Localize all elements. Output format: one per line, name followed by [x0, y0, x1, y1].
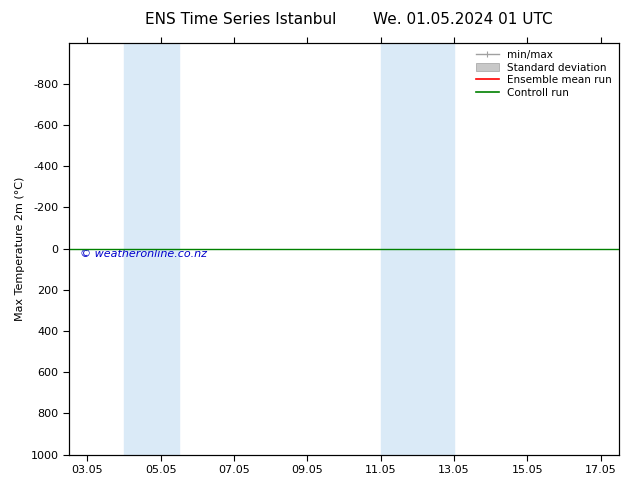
Text: © weatheronline.co.nz: © weatheronline.co.nz — [80, 248, 207, 259]
Text: We. 01.05.2024 01 UTC: We. 01.05.2024 01 UTC — [373, 12, 553, 27]
Bar — [124, 43, 179, 455]
Text: ENS Time Series Istanbul: ENS Time Series Istanbul — [145, 12, 337, 27]
Y-axis label: Max Temperature 2m (°C): Max Temperature 2m (°C) — [15, 176, 25, 321]
Legend: min/max, Standard deviation, Ensemble mean run, Controll run: min/max, Standard deviation, Ensemble me… — [474, 48, 614, 100]
Bar — [380, 43, 454, 455]
